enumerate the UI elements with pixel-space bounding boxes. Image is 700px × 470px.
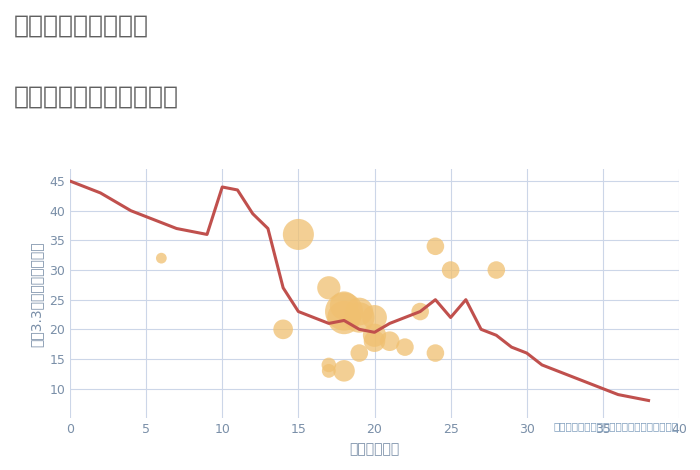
Point <box>384 337 395 345</box>
X-axis label: 築年数（年）: 築年数（年） <box>349 442 400 456</box>
Point <box>277 326 289 333</box>
Text: 千葉県八街市大関の: 千葉県八街市大関の <box>14 14 149 38</box>
Text: 円の大きさは、取引のあった物件面積を示す: 円の大きさは、取引のあった物件面積を示す <box>554 421 679 431</box>
Point <box>354 349 365 357</box>
Point <box>323 284 335 291</box>
Point <box>491 266 502 274</box>
Point <box>323 361 335 368</box>
Point <box>369 337 380 345</box>
Text: 築年数別中古戸建て価格: 築年数別中古戸建て価格 <box>14 85 179 109</box>
Point <box>339 367 350 375</box>
Point <box>369 331 380 339</box>
Point <box>354 308 365 315</box>
Y-axis label: 平（3.3㎡）単価（万円）: 平（3.3㎡）単価（万円） <box>29 241 43 346</box>
Point <box>339 302 350 309</box>
Point <box>369 313 380 321</box>
Point <box>430 243 441 250</box>
Point <box>339 308 350 315</box>
Point <box>354 313 365 321</box>
Point <box>293 231 304 238</box>
Point <box>445 266 456 274</box>
Point <box>430 349 441 357</box>
Point <box>339 313 350 321</box>
Point <box>156 254 167 262</box>
Point <box>323 367 335 375</box>
Point <box>399 344 410 351</box>
Point <box>414 308 426 315</box>
